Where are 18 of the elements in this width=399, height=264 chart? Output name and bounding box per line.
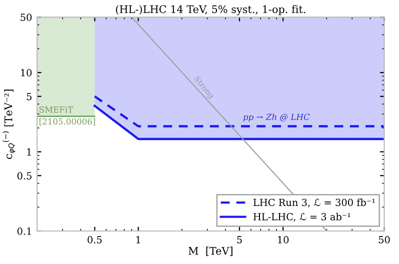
x-tick-label: 1 bbox=[136, 236, 140, 244]
x-tick-label: 5 bbox=[237, 236, 242, 244]
y-axis-title: c$_{φQ}$$^{(−)}$ [TeV⁻²] bbox=[2, 90, 16, 159]
x-tick-label: 0.5 bbox=[88, 236, 102, 244]
y-tick-label: 1 bbox=[27, 148, 31, 156]
y-tick-label: 50 bbox=[20, 14, 32, 21]
y-tick-label: 0.1 bbox=[17, 227, 31, 235]
chart-title: (HL-)LHC 14 TeV, 5% syst., 1-op. fit. bbox=[116, 5, 306, 16]
legend-label: LHC Run 3, ℒ = 300 fb⁻¹ bbox=[253, 198, 375, 208]
x-tick-label: 10 bbox=[278, 236, 289, 244]
annotation: pp → Zh @ LHC bbox=[243, 114, 310, 122]
legend-label: HL-LHC, ℒ = 3 ab⁻¹ bbox=[253, 212, 350, 222]
y-tick-label: 0.5 bbox=[17, 172, 32, 180]
y-tick-label: 5 bbox=[26, 92, 32, 100]
y-tick-label: 10 bbox=[21, 69, 32, 76]
x-axis-title: M [TeV] bbox=[188, 246, 232, 256]
annotation: SMEFiT [2105.00006] bbox=[40, 106, 95, 126]
x-tick-label: 50 bbox=[378, 236, 390, 244]
